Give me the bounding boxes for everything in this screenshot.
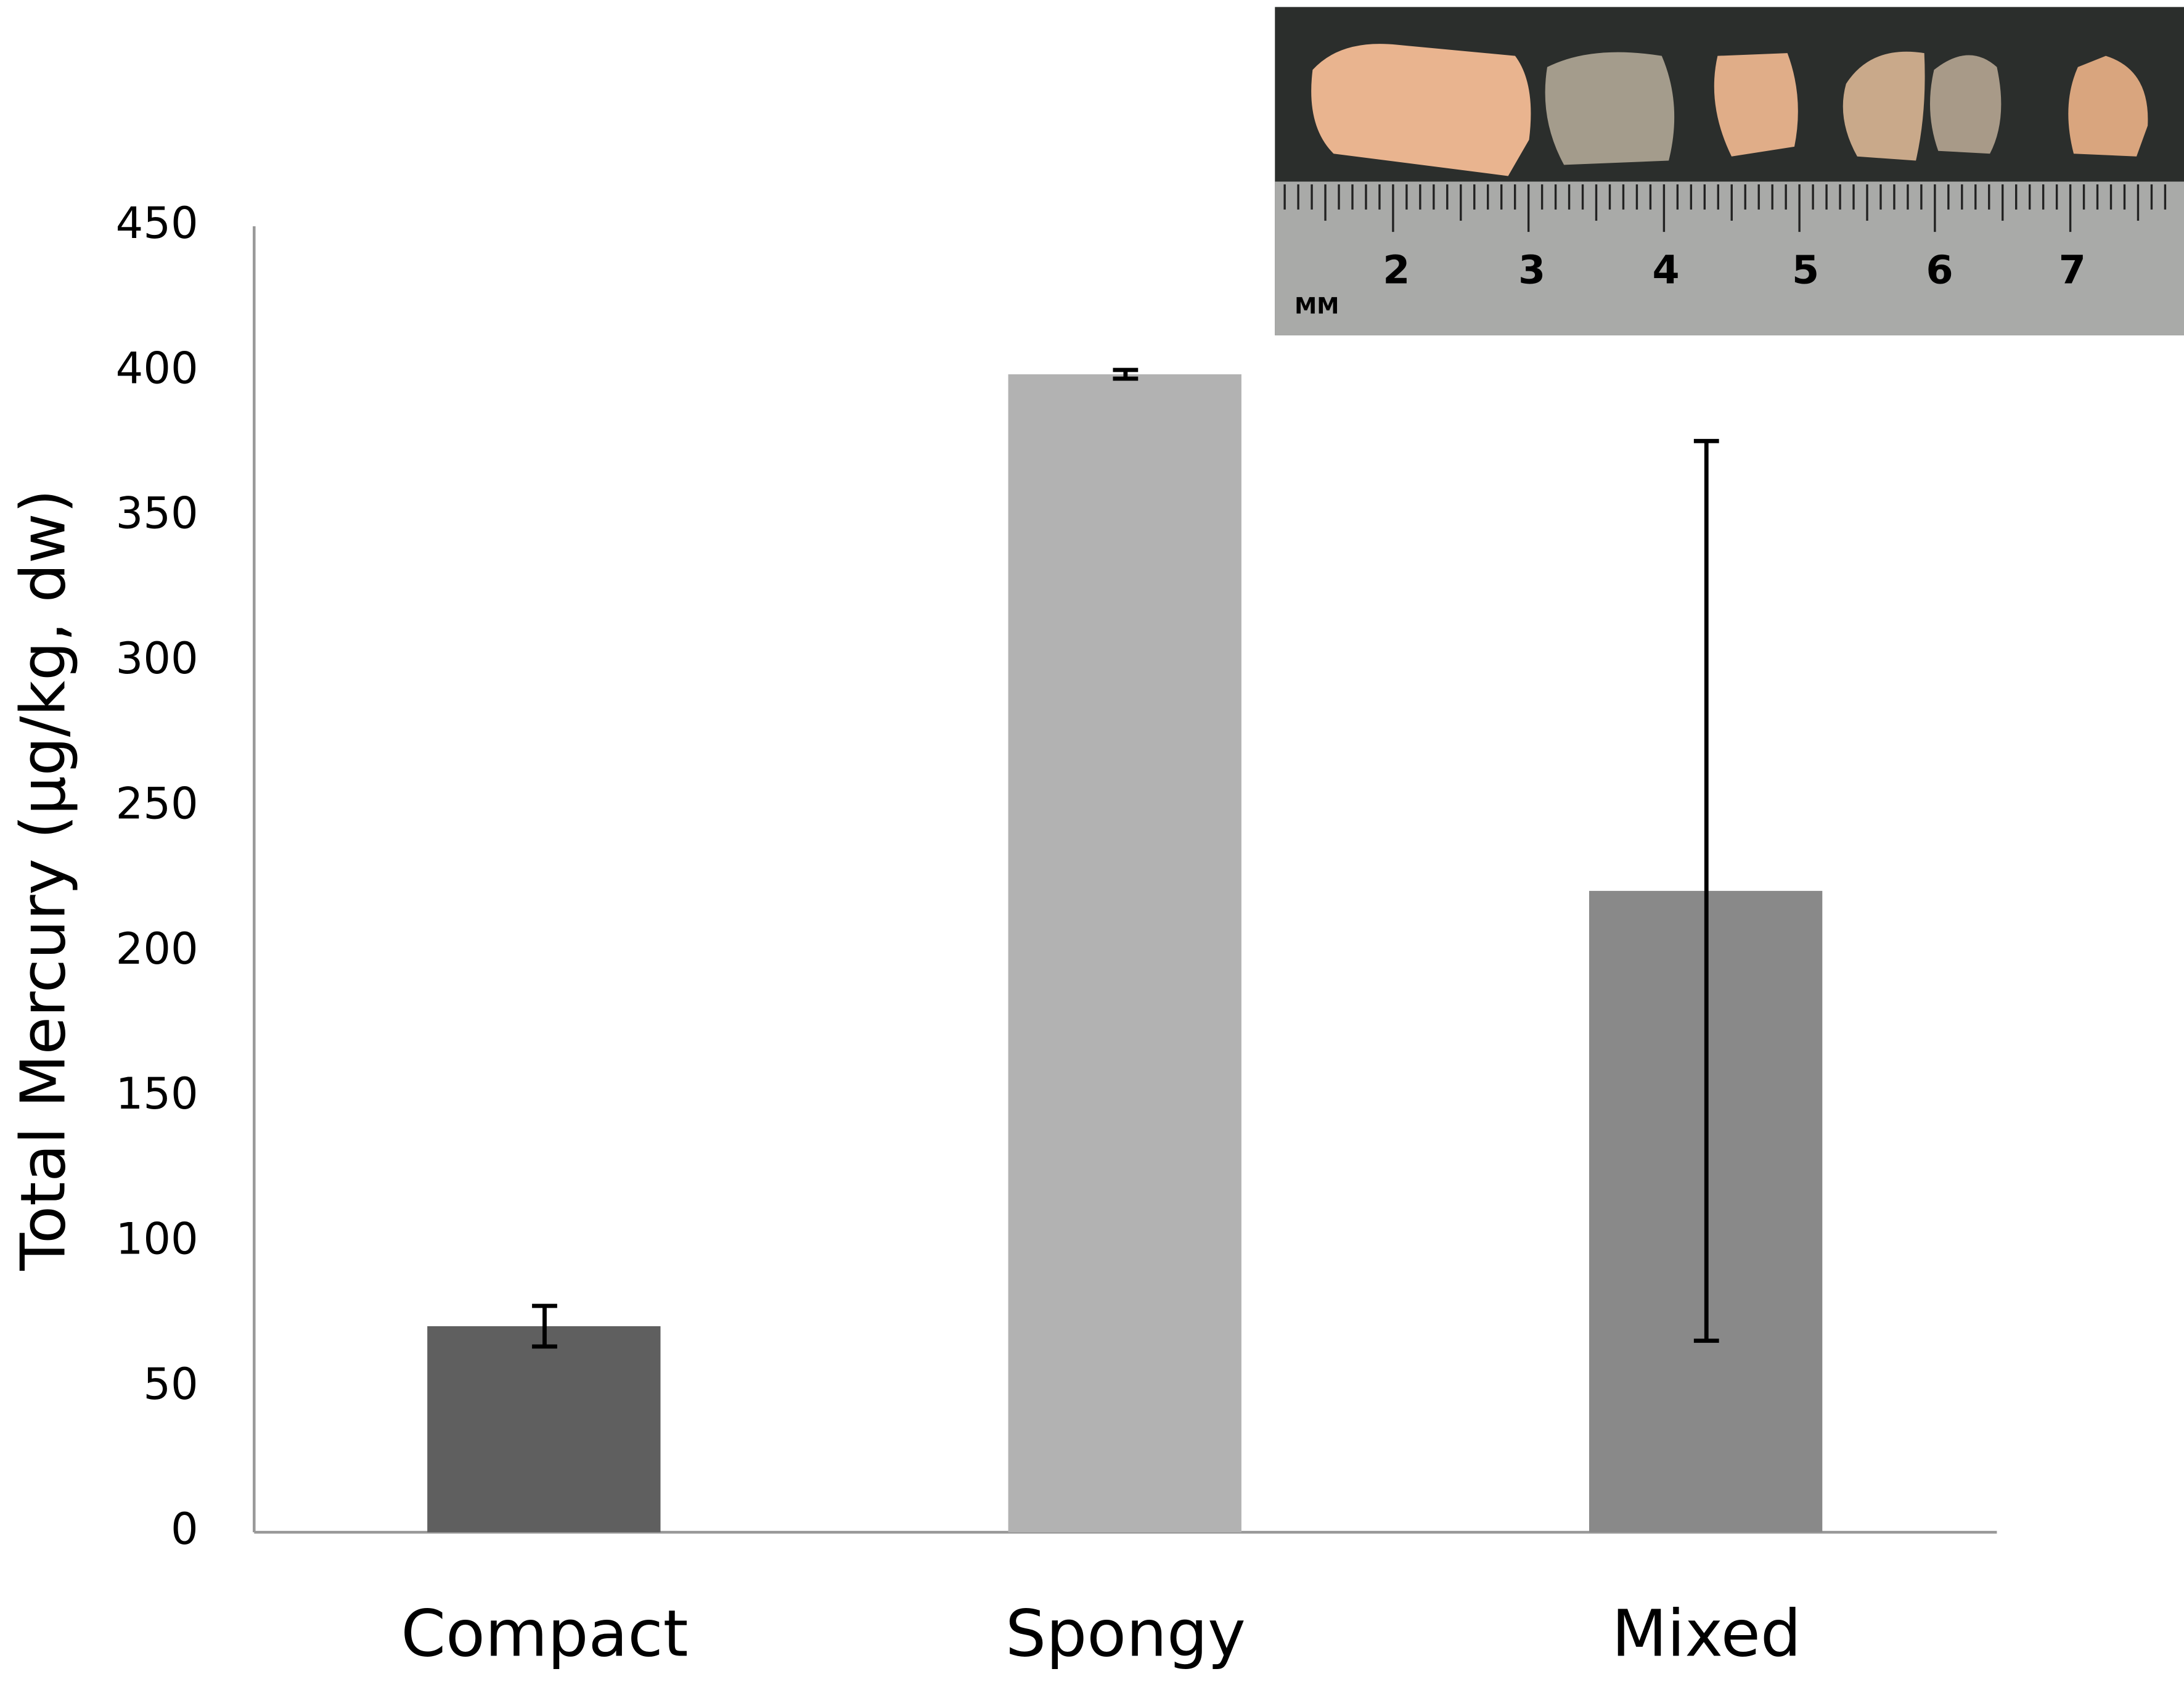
error-bar [532, 1303, 557, 1349]
y-tick-label: 400 [116, 343, 198, 393]
y-tick-label: 450 [116, 198, 198, 248]
ruler [1275, 181, 2184, 335]
y-tick-label: 50 [143, 1359, 198, 1409]
y-tick-label: 250 [116, 778, 198, 829]
ruler-label: 6 [1926, 247, 1953, 292]
ruler-label: MM [1294, 292, 1339, 319]
bone-piece [1842, 51, 1925, 161]
x-tick-label: Spongy [1005, 1596, 1246, 1672]
ruler-ticks: MM 2 3 4 5 6 7 [1283, 184, 2167, 319]
y-tick-label: 200 [116, 924, 198, 974]
ruler-label: 3 [1518, 247, 1545, 292]
inset-photo: MM 2 3 4 5 6 7 [1275, 7, 2184, 335]
ruler-label: 2 [1383, 247, 1410, 292]
bar [1008, 374, 1241, 1533]
error-bar [1693, 438, 1719, 1343]
y-tick-label: 100 [116, 1213, 198, 1264]
y-tick-label: 350 [116, 488, 198, 539]
ruler-label: 4 [1652, 247, 1679, 292]
bone-piece [1714, 53, 1798, 157]
bone-piece [1311, 44, 1531, 176]
y-tick-label: 150 [116, 1069, 198, 1119]
ruler-label: 7 [2059, 247, 2086, 292]
y-axis-label: Total Mercury (µg/kg, dw) [7, 490, 79, 1271]
error-bar [1113, 367, 1139, 381]
bone-piece [1929, 55, 2002, 154]
bone-piece [2068, 55, 2148, 157]
y-tick-label: 300 [116, 633, 198, 684]
x-tick-label: Mixed [1611, 1596, 1801, 1672]
ruler-label: 5 [1792, 247, 1819, 292]
x-tick-label: Compact [401, 1596, 688, 1672]
bone-piece [1545, 52, 1675, 165]
y-tick-label: 0 [171, 1504, 198, 1554]
bar [427, 1326, 661, 1533]
